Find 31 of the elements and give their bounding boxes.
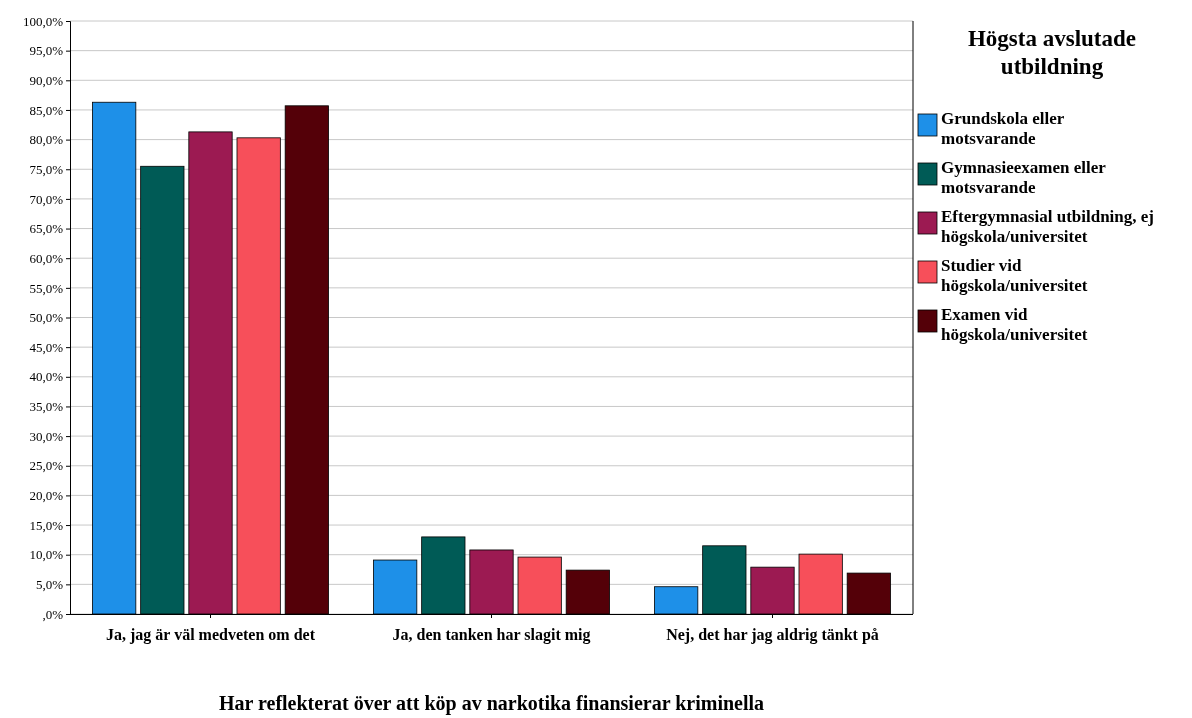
legend-title: Högsta avslutade utbildning [967,26,1137,79]
y-tick-label: 40,0% [29,369,64,385]
y-tick-label: 75,0% [29,161,64,177]
y-tick-label: 80,0% [29,132,64,148]
y-tick-label: 90,0% [29,72,64,88]
y-tick-label: 10,0% [29,547,64,563]
y-tick-label: 35,0% [29,399,64,415]
legend-label: Studier vid högskola/universitet [941,256,1088,295]
x-tick-label: Ja, den tanken har slagit mig [392,626,591,644]
y-tick-label: 100,0% [22,13,64,29]
y-tick-label: 20,0% [29,488,64,504]
y-tick-label: 65,0% [29,221,64,237]
legend-label: Gymnasieexamen eller motsvarande [941,158,1107,197]
x-tick-label: Ja, jag är väl medveten om det [106,626,316,644]
y-tick-label: 45,0% [29,339,64,355]
y-tick-label: 15,0% [29,517,64,533]
legend-label: Grundskola eller motsvarande [941,109,1065,148]
x-tick-label: Nej, det har jag aldrig tänkt på [666,626,879,644]
y-tick-label: ,0% [42,606,64,622]
y-tick-label: 55,0% [29,280,64,296]
y-tick-label: 30,0% [29,428,64,444]
y-tick-label: 50,0% [29,310,64,326]
x-axis-title: Har reflekterat över att köp av narkotika finansierar kriminella [218,692,765,715]
y-tick-label: 5,0% [35,577,64,593]
y-tick-label: 85,0% [29,102,64,118]
y-tick-label: 95,0% [29,43,64,59]
y-tick-label: 70,0% [29,191,64,207]
y-tick-label: 25,0% [29,458,64,474]
y-tick-label: 60,0% [29,250,64,266]
legend-label: Eftergymnasial utbildning, ej högskola/universitet [941,207,1154,246]
legend-label: Examen vid högskola/universitet [941,305,1088,344]
